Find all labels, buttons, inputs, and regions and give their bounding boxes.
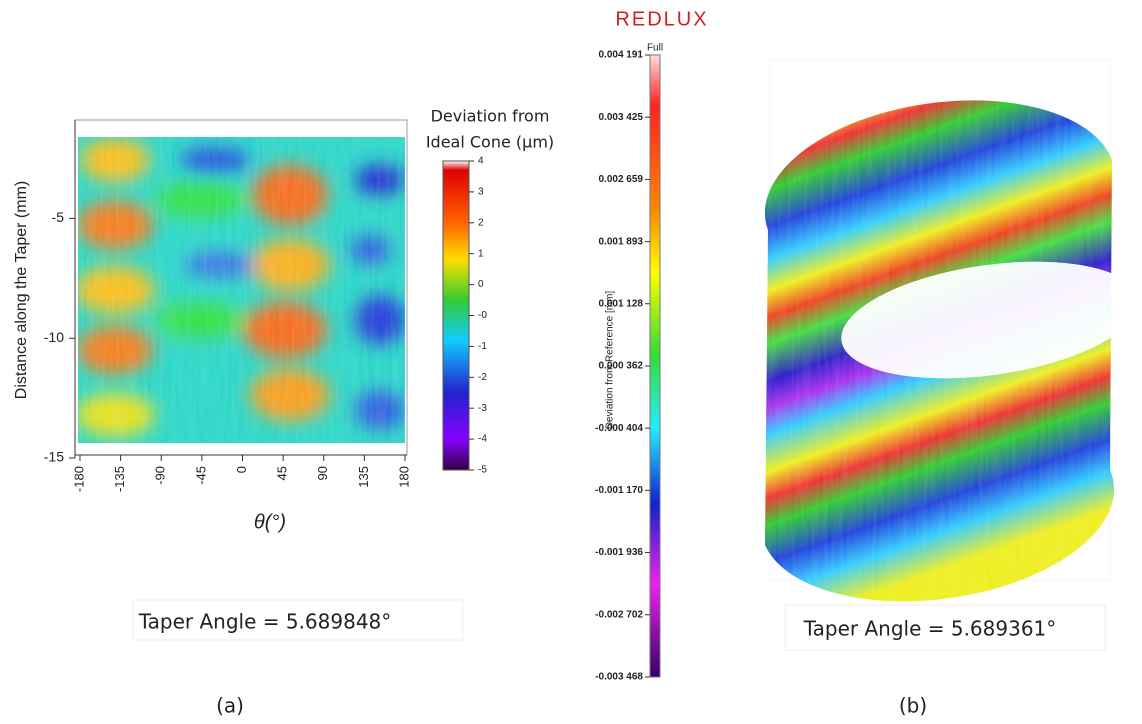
x-tick-label: -135 xyxy=(112,466,127,492)
colorbar-tick-label: -0.001 170 xyxy=(595,485,643,496)
colorbar xyxy=(442,160,470,471)
colorbar-tick-label: 0 xyxy=(478,279,484,290)
x-tick-label: 135 xyxy=(356,466,371,488)
colorbar-tick-label: 0.001 128 xyxy=(599,298,644,309)
y-tick-label: -10 xyxy=(44,329,64,345)
annotation: Taper Angle = 5.689361° xyxy=(803,617,1057,641)
colorbar-tick-label: 0.003 425 xyxy=(599,112,644,123)
brand: REDLUX xyxy=(615,8,708,30)
y-tick-label: -15 xyxy=(44,449,64,465)
x-tick-label: -180 xyxy=(71,466,86,492)
colorbar-tick-label: -4 xyxy=(478,434,487,445)
colorbar-tick-label: 3 xyxy=(478,187,484,198)
annotation: Taper Angle = 5.689848° xyxy=(138,610,392,634)
colorbar-tick-label: -1 xyxy=(478,341,487,352)
colorbar xyxy=(649,54,661,678)
colorbar-tick-label: -0.003 468 xyxy=(595,672,643,683)
colorbar-tick-label: 0.004 191 xyxy=(599,50,644,61)
colorbar-tick-label: 2 xyxy=(478,217,484,228)
x-tick-label: 0 xyxy=(234,466,249,473)
colorbar-tick-label: -0.001 936 xyxy=(595,547,643,558)
colorbar-tick-label: -2 xyxy=(478,372,487,383)
colorbar-tick-label: -0.000 404 xyxy=(595,423,643,434)
colorbar-title: Deviation from xyxy=(431,107,550,126)
colorbar-tick-label: 4 xyxy=(478,156,484,167)
x-tick-label: 90 xyxy=(315,466,330,480)
colorbar-tick-label: 1 xyxy=(478,248,484,259)
colorbar-title: Deviation from Reference [mm] xyxy=(605,291,616,430)
annotation-box xyxy=(132,599,464,641)
y-axis-label: Distance along the Taper (mm) xyxy=(13,181,30,399)
colorbar-tick-label: -0 xyxy=(478,310,487,321)
x-axis-label: θ(°) xyxy=(254,511,286,533)
x-tick-label: 45 xyxy=(275,466,290,480)
x-tick-label: -45 xyxy=(193,466,208,485)
colorbar-tick-label: 0.002 659 xyxy=(599,174,644,185)
cylinder xyxy=(764,100,1139,602)
heatmap xyxy=(78,137,405,443)
colorbar-tick-label: 0.000 362 xyxy=(599,361,644,372)
caption: (b) xyxy=(899,694,927,718)
annotation-box xyxy=(784,604,1106,651)
x-tick-label: -90 xyxy=(153,466,168,485)
colorbar-title: Ideal Cone (µm) xyxy=(426,133,554,152)
colorbar-top-label: Full xyxy=(647,43,663,54)
colorbar-tick-label: 0.001 893 xyxy=(599,236,644,247)
colorbar-tick-label: -3 xyxy=(478,403,487,414)
x-tick-label: 180 xyxy=(396,466,411,488)
colorbar-tick-label: -5 xyxy=(478,465,487,476)
colorbar-tick-label: -0.002 702 xyxy=(595,609,643,620)
caption: (a) xyxy=(216,694,244,718)
y-tick-label: -5 xyxy=(52,209,65,225)
